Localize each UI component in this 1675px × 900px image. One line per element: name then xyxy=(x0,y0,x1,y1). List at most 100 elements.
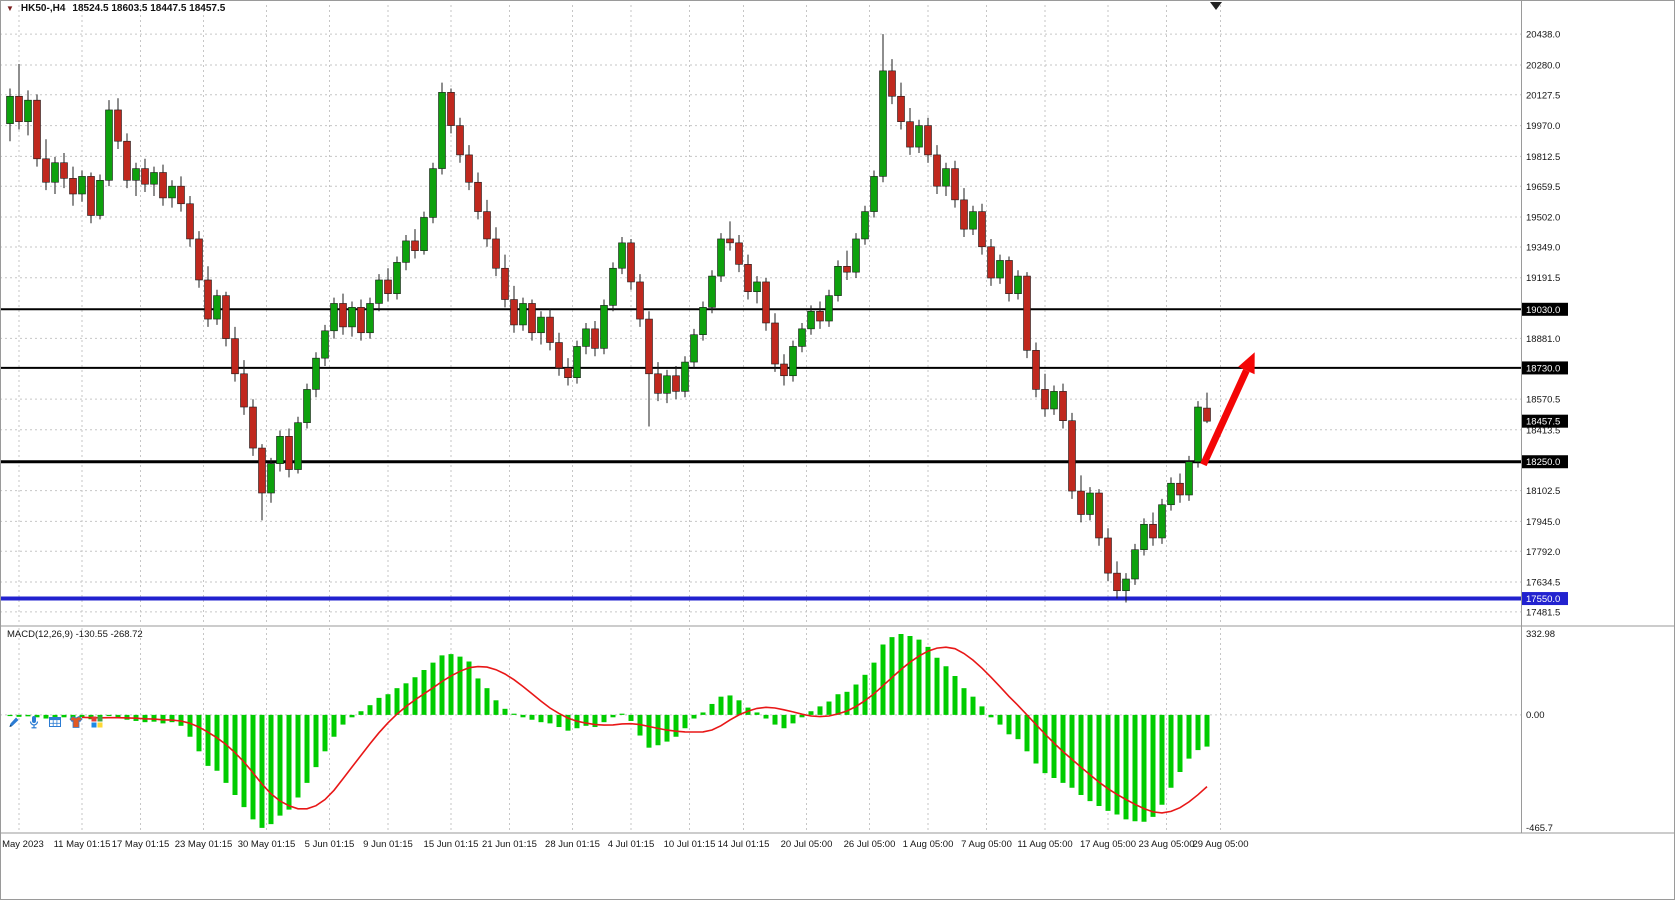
price-tick-label: 19349.0 xyxy=(1526,242,1560,253)
apps-grid-icon[interactable] xyxy=(89,714,105,730)
time-axis-label: 5 Jun 01:15 xyxy=(305,839,355,850)
candle-body xyxy=(312,357,320,390)
candle-body xyxy=(1203,407,1211,422)
candle-body xyxy=(555,342,563,369)
time-axis-label: 21 Jun 01:15 xyxy=(482,839,537,850)
time-axis-label: 11 Aug 05:00 xyxy=(1017,839,1072,850)
candle-body xyxy=(1068,420,1076,492)
pen-icon-glyph xyxy=(9,717,19,727)
candle-body xyxy=(888,70,896,97)
candle-body xyxy=(168,185,176,199)
candle-body xyxy=(1041,389,1049,410)
time-axis-label: 17 Aug 05:00 xyxy=(1080,839,1136,850)
candle-body xyxy=(384,279,392,294)
trend-arrow[interactable] xyxy=(1200,369,1250,467)
time-axis-label: 14 Jul 01:15 xyxy=(718,839,770,850)
apps-grid-icon-glyph xyxy=(91,716,103,728)
candle-body xyxy=(969,211,977,230)
candle-body xyxy=(375,279,383,304)
time-axis-label: 23 Aug 05:00 xyxy=(1139,839,1195,850)
price-level-label-text: 18250.0 xyxy=(1526,457,1560,468)
trend-arrow-head[interactable] xyxy=(1238,352,1255,375)
shift-marker-icon[interactable] xyxy=(1210,2,1222,10)
time-axis-label: 20 Jul 05:00 xyxy=(781,839,833,850)
price-level-label-text: 18730.0 xyxy=(1526,363,1560,374)
candle-body xyxy=(771,322,779,365)
candle-body xyxy=(924,125,932,156)
candle-body xyxy=(87,176,95,216)
price-tick-label: 20280.0 xyxy=(1526,60,1560,71)
candle-body xyxy=(870,176,878,212)
candle-body xyxy=(861,211,869,240)
candle-body xyxy=(807,310,815,330)
candle-body xyxy=(24,99,32,122)
price-level-label xyxy=(1522,361,1568,375)
candle-body xyxy=(366,303,374,334)
candle-body xyxy=(393,262,401,294)
candle-body xyxy=(915,125,923,148)
candle-body xyxy=(762,281,770,324)
candle-body xyxy=(1122,578,1130,592)
pen-icon[interactable] xyxy=(5,714,21,730)
candle-body xyxy=(663,375,671,394)
candle-body xyxy=(348,307,356,328)
price-tick-label: 17945.0 xyxy=(1526,517,1560,528)
microphone-icon[interactable] xyxy=(26,714,42,730)
macd-scale-label: 332.98 xyxy=(1526,629,1555,640)
price-tick-label: 18102.5 xyxy=(1526,486,1560,497)
candle-body xyxy=(240,373,248,408)
candle-body xyxy=(852,238,860,273)
candle-body xyxy=(483,211,491,240)
candle-body xyxy=(141,168,149,185)
time-axis-label: 29 Aug 05:00 xyxy=(1193,839,1249,850)
calendar-icon[interactable] xyxy=(47,714,63,730)
price-tick-label: 18570.5 xyxy=(1526,395,1560,406)
candle-body xyxy=(321,330,329,359)
candle-body xyxy=(447,92,455,126)
candle-body xyxy=(186,203,194,240)
ohlc-quote-label: 18524.5 18603.5 18447.5 18457.5 xyxy=(72,3,226,14)
candle-body xyxy=(1113,572,1121,592)
time-axis-label: 5 May 2023 xyxy=(0,839,44,850)
candle-body xyxy=(33,99,41,160)
price-tick-label: 19812.5 xyxy=(1526,152,1560,163)
symbol-dropdown-icon[interactable]: ▼ xyxy=(6,3,14,13)
candle-body xyxy=(564,367,572,379)
candle-body xyxy=(105,109,113,181)
tshirt-icon[interactable] xyxy=(68,714,84,730)
price-tick-label: 17634.5 xyxy=(1526,578,1560,589)
candle-body xyxy=(1050,391,1058,410)
candle-body xyxy=(690,334,698,363)
candle-body xyxy=(339,303,347,328)
price-tick-label: 18413.5 xyxy=(1526,425,1560,436)
candle-body xyxy=(636,281,644,320)
candle-body xyxy=(753,281,761,293)
candle-body xyxy=(789,346,797,377)
candle-body xyxy=(672,375,680,392)
macd-scale-label: 0.00 xyxy=(1526,710,1545,721)
candle-body xyxy=(1158,504,1166,539)
candle-body xyxy=(1104,537,1112,574)
time-axis-label: 4 Jul 01:15 xyxy=(608,839,654,850)
price-tick-label: 19502.0 xyxy=(1526,213,1560,224)
candle-body xyxy=(429,168,437,218)
candle-body xyxy=(1140,523,1148,550)
candle-body xyxy=(546,316,554,343)
candle-body xyxy=(357,307,365,334)
candle-body xyxy=(15,95,23,122)
candle-body xyxy=(780,363,788,377)
candle-body xyxy=(879,70,887,177)
candle-body xyxy=(510,299,518,326)
candle-body xyxy=(1059,391,1067,421)
microphone-icon-glyph xyxy=(29,716,39,729)
candle-body xyxy=(204,279,212,320)
candle-body xyxy=(267,463,275,494)
candle-body xyxy=(159,172,167,199)
candle-body xyxy=(69,178,77,195)
candle-body xyxy=(249,406,257,449)
price-tick-label: 18881.0 xyxy=(1526,334,1560,345)
candle-body xyxy=(618,242,626,269)
candle-body xyxy=(1077,490,1085,515)
candle-body xyxy=(501,267,509,300)
